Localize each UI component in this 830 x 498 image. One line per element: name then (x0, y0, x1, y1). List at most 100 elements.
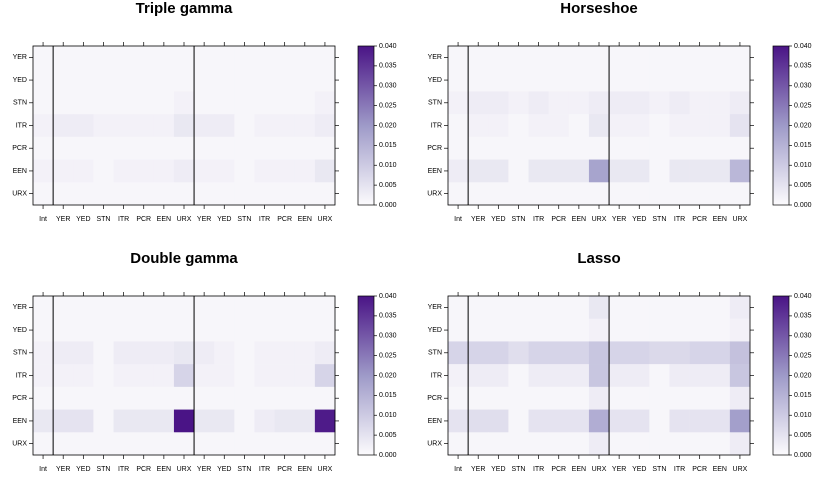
heatmap-cell (194, 364, 215, 388)
heatmap-cell (254, 364, 275, 388)
heatmap-cell (214, 68, 235, 92)
heatmap-cell (113, 46, 134, 70)
colorbar-tick-label: 0.025 (794, 352, 812, 359)
heatmap-cell (588, 296, 610, 320)
heatmap-cell (488, 182, 509, 206)
colorbar-tick-label: 0.010 (794, 162, 812, 169)
heatmap-cell (568, 46, 590, 70)
x-tick-label: STN (237, 216, 251, 223)
heatmap-cell (689, 136, 711, 160)
heatmap-cell (93, 364, 114, 388)
heatmap-cell (689, 432, 711, 456)
heatmap-cell (153, 136, 175, 160)
heatmap-cell (669, 296, 690, 320)
heatmap-cell (448, 386, 469, 410)
heatmap-cell (669, 341, 690, 365)
heatmap-cell (629, 182, 650, 206)
heatmap-cell (709, 68, 731, 92)
heatmap-cell (448, 46, 469, 70)
heatmap-cell (528, 432, 549, 456)
heatmap-cell (314, 409, 336, 433)
heatmap-cell (53, 136, 74, 160)
colorbar-tick-label: 0.015 (379, 392, 397, 399)
heatmap-cell (468, 136, 489, 160)
heatmap-cell (113, 182, 134, 206)
heatmap-cell (729, 432, 751, 456)
heatmap-cell (568, 159, 590, 183)
heatmap-cell (689, 46, 711, 70)
heatmap-cell (528, 159, 549, 183)
heatmap-cell (314, 46, 336, 70)
heatmap-cell (669, 136, 690, 160)
heatmap-cell (548, 409, 570, 433)
heatmap-cell (93, 68, 114, 92)
x-tick-label: STN (511, 466, 525, 473)
heatmap-cell (113, 341, 134, 365)
colorbar-tick-label: 0.025 (794, 102, 812, 109)
heatmap-cell (274, 409, 296, 433)
heatmap-cell (173, 296, 195, 320)
heatmap-cell (214, 318, 235, 342)
heatmap-cell (528, 46, 549, 70)
heatmap-cell (609, 296, 630, 320)
x-tick-label: STN (237, 466, 251, 473)
heatmap-cell (254, 114, 275, 138)
heatmap-cell (488, 364, 509, 388)
heatmap-cell (153, 364, 175, 388)
heatmap-cell (53, 318, 74, 342)
heatmap-cell (609, 364, 630, 388)
colorbar (357, 45, 375, 206)
heatmap-cell (153, 114, 175, 138)
y-tick-label: URX (12, 190, 27, 197)
heatmap-cell (234, 182, 255, 206)
heatmap-cell (709, 386, 731, 410)
heatmap-cell (294, 296, 316, 320)
heatmap-cell (629, 159, 650, 183)
heatmap-cell (254, 91, 275, 115)
x-tick-label: PCR (551, 466, 566, 473)
heatmap-cell (488, 409, 509, 433)
heatmap-cell (194, 409, 215, 433)
heatmap-cell (33, 386, 54, 410)
heatmap-cell (173, 432, 195, 456)
heatmap-cell (274, 386, 296, 410)
heatmap-cell (468, 364, 489, 388)
x-tick-label: PCR (277, 466, 292, 473)
heatmap-cell (508, 432, 529, 456)
x-tick-label: EEN (298, 466, 312, 473)
heatmap-cell (609, 386, 630, 410)
heatmap-cell (73, 296, 94, 320)
heatmap-cell (609, 159, 630, 183)
heatmap-cell (133, 114, 155, 138)
heatmap-cell (294, 114, 316, 138)
x-tick-label: EEN (713, 466, 727, 473)
heatmap-cell (194, 159, 215, 183)
heatmap-cell (528, 91, 549, 115)
heatmap-cell (133, 364, 155, 388)
heatmap-cell (73, 159, 94, 183)
heatmap-cell (153, 91, 175, 115)
heatmap-cell (133, 46, 155, 70)
heatmap-cell (133, 68, 155, 92)
heatmap-cell (609, 91, 630, 115)
heatmap-cell (669, 364, 690, 388)
heatmap-cell (548, 386, 570, 410)
colorbar-tick-label: 0.005 (379, 432, 397, 439)
x-tick-label: ITR (259, 466, 270, 473)
heatmap-cell (548, 432, 570, 456)
colorbar-tick-label: 0.025 (379, 102, 397, 109)
heatmap-cell (133, 136, 155, 160)
x-tick-label: Int (454, 216, 462, 223)
heatmap-cell (508, 91, 529, 115)
heatmap-cell (33, 91, 54, 115)
heatmap-cell (468, 91, 489, 115)
heatmap-cell (568, 318, 590, 342)
heatmap-cell (234, 409, 255, 433)
heatmap-cell (274, 296, 296, 320)
heatmap-cell (609, 114, 630, 138)
x-tick-label: PCR (136, 216, 151, 223)
heatmap-cell (93, 409, 114, 433)
heatmap-cell (508, 318, 529, 342)
heatmap-cell (689, 386, 711, 410)
